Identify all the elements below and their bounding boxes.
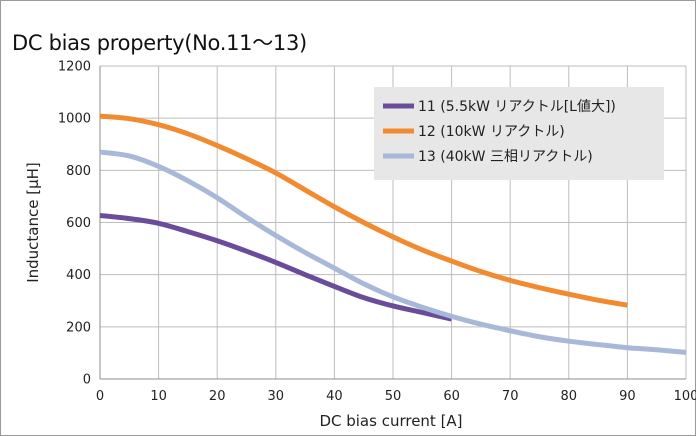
x-tick-label: 60: [443, 389, 460, 404]
series-line-3: [99, 149, 687, 355]
x-tick-label: 40: [326, 389, 343, 404]
x-tick-label: 70: [502, 389, 519, 404]
series-line-2: [99, 113, 628, 308]
x-tick-label: 20: [209, 389, 226, 404]
y-tick-label: 600: [66, 216, 91, 231]
x-tick-label: 100: [674, 389, 696, 404]
legend-label: 11 (5.5kW リアクトル[L値大]): [418, 99, 616, 115]
x-tick-label: 10: [150, 389, 167, 404]
legend-label: 12 (10kW リアクトル): [418, 124, 565, 140]
legend-label: 13 (40kW 三相リアクトル): [418, 149, 593, 165]
series-line-1: [99, 212, 453, 322]
x-tick-label: 80: [561, 389, 578, 404]
x-axis-title: DC bias current [A]: [319, 412, 462, 430]
y-tick-label: 1200: [58, 60, 91, 75]
x-tick-label: 30: [268, 389, 285, 404]
x-tick-label: 50: [385, 389, 402, 404]
y-tick-label: 0: [83, 373, 91, 388]
legend-box: [374, 87, 664, 180]
x-tick-label: 0: [96, 389, 104, 404]
y-tick-label: 400: [66, 268, 91, 283]
x-tick-label: 90: [619, 389, 636, 404]
y-axis-title: Inductance [μH]: [24, 162, 42, 283]
y-tick-label: 200: [66, 320, 91, 335]
chart-title: DC bias property(No.11～13): [12, 31, 307, 55]
y-tick-label: 1000: [58, 112, 91, 127]
y-tick-label: 800: [66, 164, 91, 179]
